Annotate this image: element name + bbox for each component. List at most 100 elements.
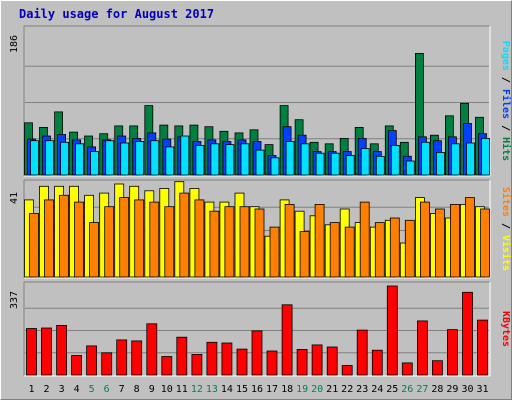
panel-visits-sites: 41 Sites / Visits (9, 179, 512, 279)
bar-sites-day-4 (74, 201, 84, 278)
bar-kbytes-day-20 (311, 344, 323, 376)
x-tick-label-day-25: 25 (386, 384, 398, 395)
bar-sites-day-9 (149, 201, 160, 278)
bar-pages-day-27 (420, 141, 430, 176)
legend-entry-hits: Hits (500, 137, 512, 161)
bar-pages-day-15 (240, 143, 250, 176)
bar-pages-day-30 (466, 142, 475, 176)
bar-pages-day-26 (405, 160, 415, 176)
x-tick-label-day-15: 15 (236, 384, 248, 395)
bar-sites-day-26 (404, 219, 415, 278)
x-tick-label-day-6: 6 (104, 384, 110, 395)
x-tick-label-day-14: 14 (221, 384, 233, 395)
bar-pages-day-18 (285, 141, 295, 176)
bar-kbytes-day-11 (176, 336, 188, 376)
bar-kbytes-day-24 (371, 349, 383, 376)
x-tick-label-day-4: 4 (74, 384, 80, 395)
legend-separator: / (500, 217, 511, 235)
bar-pages-day-21 (330, 152, 340, 176)
x-tick-label-day-10: 10 (161, 384, 173, 395)
bar-kbytes-day-7 (116, 339, 128, 376)
legend: Sites / Visits (500, 187, 512, 271)
bar-sites-day-14 (224, 206, 235, 278)
bar-sites-day-10 (164, 206, 175, 278)
bar-kbytes-day-31 (477, 319, 488, 376)
bar-pages-day-14 (225, 144, 235, 176)
bar-pages-day-1 (30, 140, 39, 176)
x-tick-label-day-16: 16 (251, 384, 263, 395)
bar-sites-day-6 (104, 206, 115, 278)
x-tick-label-day-20: 20 (311, 384, 323, 395)
y-max-label: 186 (9, 35, 20, 53)
bar-kbytes-day-25 (386, 285, 398, 376)
bar-sites-day-27 (419, 201, 430, 278)
x-tick-label-day-9: 9 (149, 384, 155, 395)
bar-sites-day-3 (59, 194, 69, 278)
bar-kbytes-day-5 (86, 345, 97, 376)
bar-pages-day-13 (210, 143, 220, 176)
x-tick-label-day-18: 18 (281, 384, 293, 395)
x-tick-label-day-30: 30 (461, 384, 473, 395)
legend-entry-files: Files (500, 89, 512, 119)
panel-kbytes: 337 KBytes (9, 281, 511, 377)
x-tick-label-day-3: 3 (59, 384, 65, 395)
bar-kbytes-day-29 (446, 329, 458, 376)
bar-pages-day-22 (345, 155, 355, 176)
bar-sites-day-16 (254, 208, 265, 278)
bar-sites-day-7 (119, 197, 130, 278)
bar-pages-day-16 (255, 149, 265, 176)
x-tick-label-day-5: 5 (89, 384, 95, 395)
bar-pages-day-19 (300, 143, 310, 176)
bar-pages-day-25 (390, 144, 400, 176)
x-tick-label-day-21: 21 (326, 384, 338, 395)
bar-kbytes-day-18 (281, 304, 293, 376)
x-tick-label-day-7: 7 (119, 384, 125, 395)
bar-pages-day-12 (195, 144, 205, 176)
bar-pages-day-9 (150, 140, 160, 176)
bar-kbytes-day-9 (146, 323, 158, 376)
x-tick-label-day-1: 1 (28, 384, 34, 395)
bar-pages-day-23 (360, 148, 370, 176)
bar-pages-day-28 (435, 151, 445, 176)
bar-pages-day-8 (135, 141, 145, 176)
bar-sites-day-18 (284, 203, 295, 278)
x-tick-label-day-13: 13 (206, 384, 218, 395)
bar-kbytes-day-26 (401, 362, 413, 376)
bar-sites-day-5 (89, 222, 99, 278)
bar-kbytes-day-27 (416, 320, 428, 376)
bar-pages-day-4 (75, 143, 84, 176)
bar-pages-day-11 (180, 135, 190, 176)
bar-sites-day-25 (389, 217, 400, 278)
x-tick-label-day-12: 12 (191, 384, 203, 395)
bar-sites-day-13 (209, 210, 220, 278)
x-tick-label-day-2: 2 (43, 384, 49, 395)
x-tick-label-day-17: 17 (266, 384, 278, 395)
bar-kbytes-day-15 (236, 348, 248, 376)
bar-pages-day-10 (165, 146, 175, 176)
legend-separator: / (500, 119, 511, 137)
bar-kbytes-day-23 (356, 329, 368, 376)
bar-kbytes-day-21 (326, 346, 338, 376)
bar-sites-day-11 (179, 192, 190, 278)
bar-sites-day-17 (269, 226, 280, 278)
series-sites (29, 192, 490, 278)
legend: KBytes (500, 311, 511, 347)
x-tick-label-day-29: 29 (446, 384, 458, 395)
legend-entry-sites: Sites (500, 187, 512, 217)
x-tick-label-day-24: 24 (371, 384, 383, 395)
bar-kbytes-day-22 (341, 365, 353, 376)
bar-pages-day-17 (270, 157, 280, 176)
bar-pages-day-20 (315, 152, 325, 176)
bar-kbytes-day-12 (191, 353, 203, 376)
series-pages (30, 135, 490, 176)
bar-sites-day-31 (480, 208, 490, 278)
bar-kbytes-day-19 (296, 348, 308, 376)
bar-sites-day-28 (434, 208, 445, 278)
bar-sites-day-15 (239, 206, 250, 278)
x-tick-label-day-27: 27 (416, 384, 428, 395)
bar-pages-day-31 (481, 137, 490, 176)
bar-kbytes-day-30 (462, 291, 473, 376)
bar-sites-day-21 (329, 222, 340, 278)
bar-pages-day-6 (105, 140, 115, 176)
series-kbytes (26, 285, 488, 376)
